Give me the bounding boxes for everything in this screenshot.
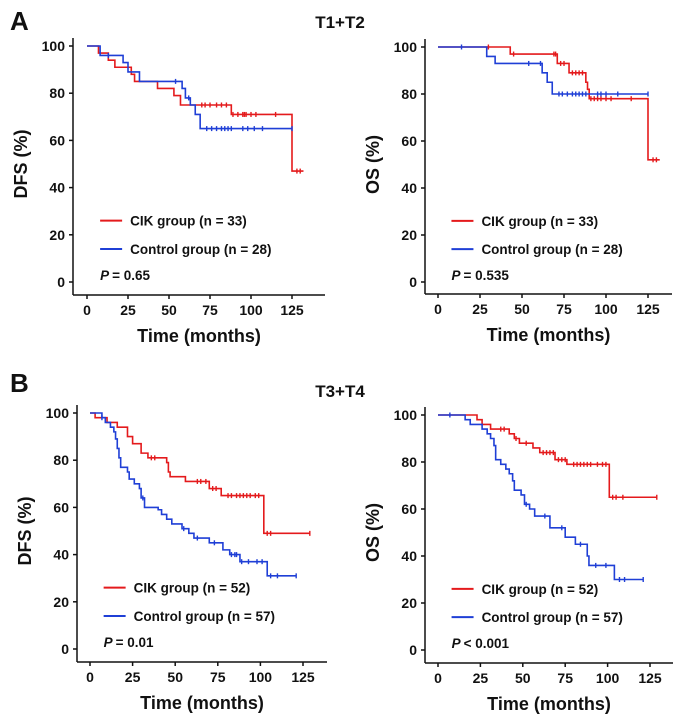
y-tick-label: 80 [53, 452, 69, 468]
x-tick-label: 125 [638, 670, 662, 686]
y-tick-label: 20 [401, 595, 417, 611]
x-tick-label: 100 [596, 670, 620, 686]
x-tick-label: 125 [636, 301, 660, 317]
p-label: P [451, 268, 461, 283]
x-tick-label: 50 [514, 301, 530, 317]
group-title: T3+T4 [315, 382, 365, 401]
x-axis-label: Time (months) [487, 325, 611, 345]
y-tick-label: 100 [394, 407, 418, 423]
y-tick-label: 0 [409, 274, 417, 290]
x-tick-label: 0 [434, 670, 442, 686]
y-tick-label: 100 [394, 39, 418, 55]
x-axis-label: Time (months) [487, 694, 611, 714]
panel-label: A [10, 6, 29, 36]
x-axis-label: Time (months) [137, 326, 261, 346]
x-tick-label: 50 [515, 670, 531, 686]
survival-curve-cik [90, 412, 310, 535]
survival-curve-cik [438, 46, 660, 161]
km-panel-1: A T1+T2 0 20 40 60 80 100 0 25 50 75 100 125 Time (mon… [10, 6, 365, 346]
y-tick-label: 40 [401, 180, 417, 196]
y-tick-label: 0 [57, 274, 65, 290]
group-title: T1+T2 [315, 13, 365, 32]
y-tick-label: 40 [49, 180, 65, 196]
y-tick-label: 0 [409, 642, 417, 658]
x-tick-label: 0 [83, 302, 91, 318]
y-axis-label: DFS (%) [11, 130, 31, 199]
legend-label: CIK group (n = 52) [482, 582, 599, 597]
km-panel-4: 0 20 40 60 80 100 0 25 50 75 100 125 Time (months) OS… [363, 407, 673, 714]
survival-curve-control [438, 46, 648, 95]
y-tick-label: 80 [401, 86, 417, 102]
p-label: P [104, 635, 114, 650]
x-tick-label: 100 [594, 301, 618, 317]
y-tick-label: 100 [42, 38, 66, 54]
km-panel-2: 0 20 40 60 80 100 0 25 50 75 100 125 Time (months) OS… [363, 39, 672, 345]
legend-label: CIK group (n = 33) [481, 214, 598, 229]
y-tick-label: 0 [61, 641, 69, 657]
x-tick-label: 50 [167, 669, 183, 685]
y-tick-label: 40 [53, 547, 69, 563]
survival-curve-control [87, 45, 292, 130]
km-panel-3: B T3+T4 0 20 40 60 80 100 0 25 50 75 100 125 Time (mon… [10, 368, 365, 713]
x-tick-label: 75 [210, 669, 226, 685]
x-tick-label: 25 [472, 301, 488, 317]
y-tick-label: 100 [46, 405, 70, 421]
x-tick-label: 125 [291, 669, 315, 685]
y-tick-label: 40 [401, 548, 417, 564]
y-tick-label: 60 [49, 132, 65, 148]
y-tick-label: 20 [401, 227, 417, 243]
p-value: = 0.65 [112, 268, 150, 283]
y-tick-label: 60 [401, 133, 417, 149]
y-axis-label: OS (%) [363, 503, 383, 562]
p-label: P [452, 636, 462, 651]
survival-curve-control [90, 412, 297, 577]
y-tick-label: 80 [49, 85, 65, 101]
x-tick-label: 25 [120, 302, 136, 318]
y-axis-label: OS (%) [363, 135, 383, 194]
panel-label: B [10, 368, 29, 398]
legend-label: CIK group (n = 33) [130, 214, 247, 229]
x-tick-label: 75 [556, 301, 572, 317]
p-value: < 0.001 [464, 636, 510, 651]
x-tick-label: 50 [161, 302, 177, 318]
survival-curve-cik [438, 414, 657, 499]
legend-label: Control group (n = 28) [130, 242, 271, 257]
legend-label: Control group (n = 57) [134, 609, 275, 624]
x-tick-label: 125 [280, 302, 304, 318]
legend-label: Control group (n = 28) [481, 242, 622, 257]
y-tick-label: 20 [49, 227, 65, 243]
x-tick-label: 0 [86, 669, 94, 685]
x-tick-label: 75 [202, 302, 218, 318]
x-tick-label: 25 [473, 670, 489, 686]
y-axis-label: DFS (%) [15, 497, 35, 566]
p-label: P [100, 268, 110, 283]
x-tick-label: 75 [557, 670, 573, 686]
y-tick-label: 60 [401, 501, 417, 517]
p-value: = 0.535 [463, 268, 509, 283]
x-tick-label: 100 [249, 669, 273, 685]
x-axis-label: Time (months) [140, 693, 264, 713]
y-tick-label: 60 [53, 499, 69, 515]
legend-label: Control group (n = 57) [482, 610, 623, 625]
survival-curve-control [438, 414, 644, 581]
legend-label: CIK group (n = 52) [134, 581, 251, 596]
y-tick-label: 20 [53, 594, 69, 610]
p-value: = 0.01 [116, 635, 154, 650]
x-tick-label: 25 [125, 669, 141, 685]
x-tick-label: 0 [434, 301, 442, 317]
y-tick-label: 80 [401, 454, 417, 470]
x-tick-label: 100 [239, 302, 263, 318]
